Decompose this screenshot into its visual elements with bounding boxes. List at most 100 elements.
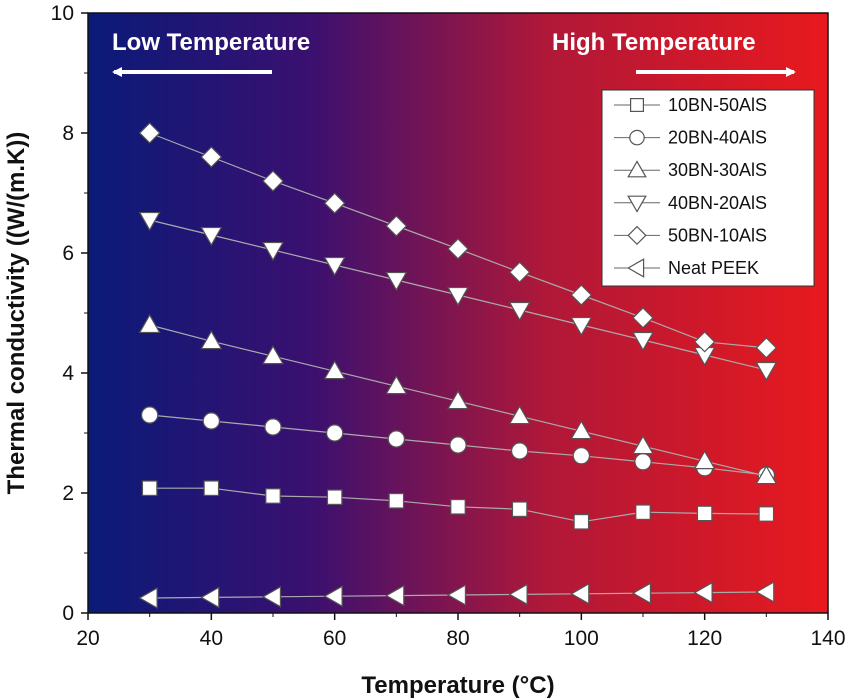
data-point-40bn-20als: [508, 301, 531, 322]
data-point-50bn-10als: [693, 331, 716, 353]
legend-label-neat-peek: Neat PEEK: [668, 258, 759, 278]
data-point-30bn-30als: [200, 330, 223, 350]
data-point-30bn-30als: [508, 405, 531, 425]
legend-marker-neat-peek: [626, 258, 645, 278]
data-point-10bn-50als: [265, 488, 281, 504]
legend-marker-20bn-40als: [629, 129, 645, 146]
data-point-20bn-40als: [387, 430, 406, 448]
high-temperature-label: High Temperature: [552, 29, 756, 56]
data-point-10bn-50als: [326, 489, 343, 505]
data-point-40bn-20als: [262, 241, 284, 262]
data-point-10bn-50als: [635, 504, 651, 520]
data-point-10bn-50als: [450, 499, 466, 515]
data-point-neat-peek: [570, 582, 590, 605]
y-tick-label: 6: [62, 242, 74, 265]
data-point-neat-peek: [508, 583, 528, 606]
data-point-50bn-10als: [323, 192, 346, 214]
series-10bn-50als: [141, 480, 775, 530]
data-point-20bn-40als: [325, 424, 344, 442]
data-point-20bn-40als: [449, 436, 467, 454]
y-tick-label: 2: [62, 482, 74, 505]
x-tick-label: 140: [810, 627, 845, 650]
data-point-20bn-40als: [140, 406, 159, 424]
series-50bn-10als: [138, 122, 778, 359]
data-point-40bn-20als: [200, 226, 223, 247]
data-point-30bn-30als: [385, 375, 408, 395]
data-point-50bn-10als: [755, 337, 778, 359]
x-axis-title: Temperature (°C): [361, 672, 554, 699]
legend-marker-10bn-50als: [629, 97, 644, 112]
data-point-50bn-10als: [138, 122, 161, 144]
data-point-20bn-40als: [634, 453, 652, 471]
data-point-40bn-20als: [138, 211, 161, 232]
x-tick-label: 40: [200, 627, 223, 650]
data-point-neat-peek: [138, 587, 158, 609]
data-point-neat-peek: [693, 581, 713, 604]
data-point-30bn-30als: [447, 390, 469, 410]
data-point-20bn-40als: [264, 418, 282, 436]
y-tick-label: 8: [62, 122, 74, 145]
data-point-20bn-40als: [510, 442, 529, 460]
watermark: 大数跨境: [42, 679, 94, 694]
data-point-10bn-50als: [573, 513, 590, 530]
data-point-10bn-50als: [203, 480, 220, 496]
data-point-neat-peek: [200, 586, 220, 609]
data-point-30bn-30als: [693, 450, 716, 470]
data-point-20bn-40als: [202, 412, 221, 430]
data-point-50bn-10als: [200, 146, 223, 168]
data-point-neat-peek: [261, 585, 282, 608]
data-point-10bn-50als: [758, 506, 775, 522]
legend-marker-40bn-20als: [627, 195, 647, 213]
legend-label-10bn-50als: 10BN-50AlS: [668, 95, 767, 115]
data-point-50bn-10als: [447, 238, 469, 260]
data-point-30bn-30als: [755, 465, 778, 485]
data-point-20bn-40als: [572, 447, 591, 465]
data-point-50bn-10als: [632, 307, 654, 329]
data-point-neat-peek: [385, 584, 405, 607]
x-tick-label: 120: [687, 627, 722, 650]
series-40bn-20als: [138, 211, 778, 382]
data-point-40bn-20als: [323, 256, 346, 277]
y-tick-label: 0: [62, 602, 74, 625]
x-tick-label: 60: [323, 627, 346, 650]
data-point-50bn-10als: [508, 261, 531, 283]
y-axis-title: Thermal conductivity ((W/(m.K)): [3, 132, 30, 495]
y-tick-label: 4: [62, 362, 74, 385]
low-temperature-label: Low Temperature: [112, 29, 310, 56]
data-point-10bn-50als: [141, 480, 158, 496]
data-point-40bn-20als: [570, 316, 593, 337]
data-point-40bn-20als: [632, 331, 654, 352]
legend-marker-50bn-10als: [627, 225, 647, 246]
legend: 10BN-50AlS 20BN-40AlS 30BN-30AlS 40BN-20AlS…: [601, 89, 815, 287]
y-axis: 0 2 4 6 8 10: [51, 2, 88, 625]
data-point-30bn-30als: [632, 435, 654, 455]
data-point-10bn-50als: [388, 493, 405, 509]
data-point-10bn-50als: [511, 501, 528, 517]
data-point-30bn-30als: [262, 345, 284, 365]
data-point-40bn-20als: [755, 361, 778, 382]
data-point-50bn-10als: [262, 170, 284, 192]
data-point-30bn-30als: [138, 313, 161, 334]
legend-label-20bn-40als: 20BN-40AlS: [668, 128, 767, 148]
x-tick-label: 80: [446, 627, 469, 650]
data-point-40bn-20als: [385, 271, 408, 292]
legend-label-30bn-30als: 30BN-30AlS: [668, 160, 767, 180]
data-point-neat-peek: [446, 584, 467, 606]
series-layer: [138, 122, 778, 609]
data-point-50bn-10als: [570, 284, 593, 306]
legend-label-50bn-10als: 50BN-10AlS: [668, 225, 767, 245]
series-neat-peek: [138, 581, 775, 609]
y-tick-label: 10: [51, 2, 74, 25]
data-point-40bn-20als: [447, 286, 469, 307]
x-tick-label: 100: [564, 627, 599, 650]
data-point-neat-peek: [631, 582, 652, 605]
x-tick-label: 20: [76, 627, 99, 650]
legend-marker-30bn-30als: [627, 160, 647, 178]
data-point-50bn-10als: [385, 215, 408, 237]
data-point-30bn-30als: [323, 360, 346, 380]
data-point-30bn-30als: [570, 420, 593, 440]
data-point-10bn-50als: [696, 505, 713, 522]
data-point-neat-peek: [323, 585, 343, 608]
legend-box: [601, 89, 815, 287]
